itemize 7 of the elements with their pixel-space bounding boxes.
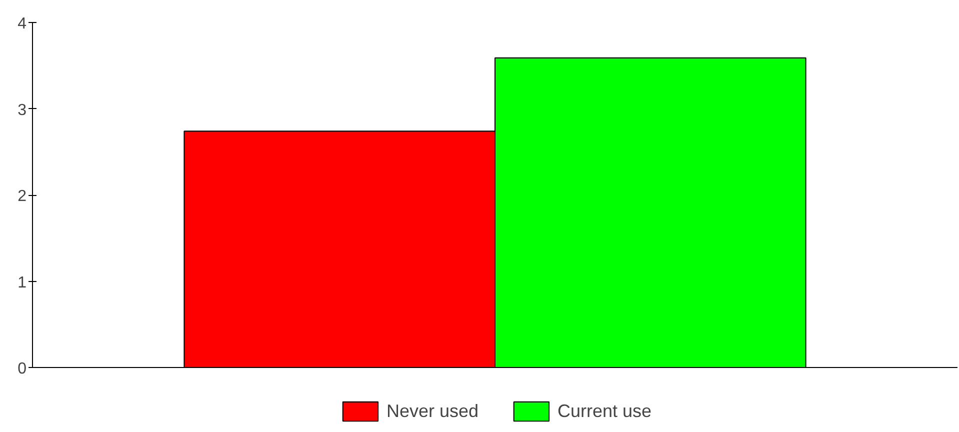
y-tick-label: 2 xyxy=(18,188,27,205)
y-tick-label: 4 xyxy=(18,16,27,32)
y-tick-label: 0 xyxy=(18,360,27,378)
legend-label: Current use xyxy=(558,400,652,422)
y-tick-label: 1 xyxy=(18,274,27,292)
y-tick-label: 3 xyxy=(18,102,27,119)
legend-label: Never used xyxy=(386,400,479,422)
